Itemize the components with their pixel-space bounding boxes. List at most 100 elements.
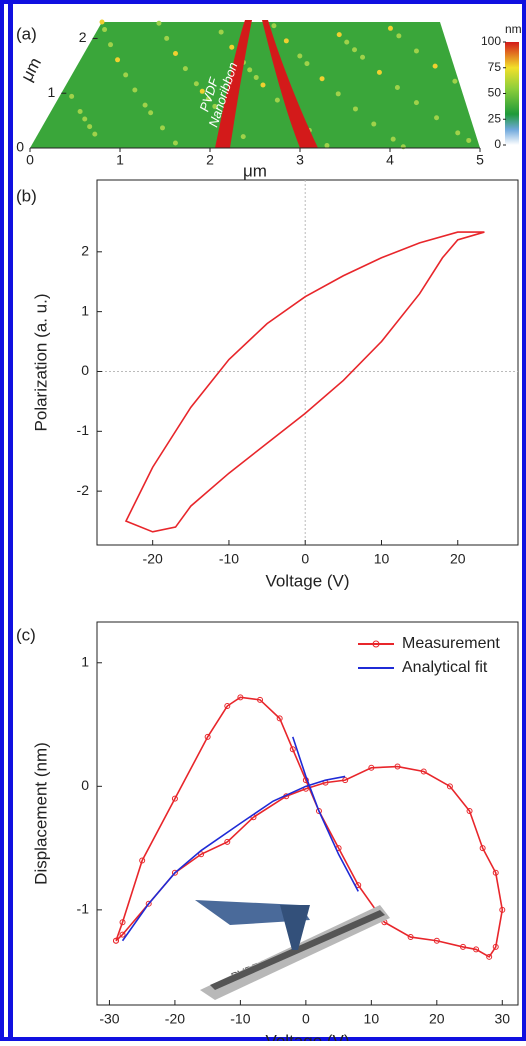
y-tick-label: 1 bbox=[48, 84, 56, 100]
x-tick-label: 0 bbox=[26, 152, 34, 168]
grain bbox=[434, 115, 440, 121]
marker bbox=[466, 808, 473, 815]
y-axis-label: Displacement (nm) bbox=[31, 742, 50, 885]
surface bbox=[30, 22, 480, 148]
grain bbox=[319, 76, 325, 82]
x-tick-label: 0 bbox=[302, 1011, 310, 1027]
grain bbox=[142, 102, 148, 108]
grain bbox=[324, 142, 330, 148]
marker bbox=[119, 931, 126, 938]
panel-label: (c) bbox=[16, 625, 36, 644]
y-tick-label: -2 bbox=[77, 482, 90, 498]
panel-label: (b) bbox=[16, 186, 37, 205]
marker bbox=[479, 845, 486, 852]
x-tick-label: 3 bbox=[296, 152, 304, 168]
grain bbox=[271, 23, 277, 29]
grain bbox=[77, 108, 83, 114]
y-tick-label: 0 bbox=[16, 139, 24, 155]
grain bbox=[82, 116, 88, 122]
grain bbox=[371, 121, 377, 127]
marker bbox=[171, 869, 178, 876]
plot-frame bbox=[96, 621, 519, 1006]
marker bbox=[289, 746, 296, 753]
x-tick-label: 10 bbox=[374, 551, 390, 567]
y-tick-label: 1 bbox=[81, 302, 89, 318]
x-tick-label: -10 bbox=[230, 1011, 250, 1027]
marker bbox=[119, 919, 126, 926]
marker bbox=[499, 906, 506, 913]
grain bbox=[173, 51, 178, 56]
grain bbox=[344, 39, 350, 45]
grain bbox=[304, 61, 310, 67]
marker bbox=[198, 851, 205, 858]
series-line bbox=[115, 696, 504, 958]
grain bbox=[193, 81, 199, 87]
colorbar-tick-label: 75 bbox=[488, 60, 502, 74]
marker bbox=[224, 703, 231, 710]
grain bbox=[455, 130, 461, 136]
colorbar-tick-label: 0 bbox=[494, 137, 501, 151]
x-tick-label: 0 bbox=[301, 551, 309, 567]
grain bbox=[466, 137, 472, 143]
colorbar-tick-label: 100 bbox=[481, 34, 501, 48]
grain bbox=[132, 87, 138, 93]
grain bbox=[156, 20, 162, 26]
x-tick-label: 4 bbox=[386, 152, 394, 168]
marker bbox=[204, 733, 211, 740]
y-tick-label: 0 bbox=[81, 777, 89, 793]
grain bbox=[283, 38, 289, 44]
grain bbox=[218, 29, 224, 35]
grain bbox=[387, 25, 393, 31]
x-tick-label: 2 bbox=[206, 152, 214, 168]
colorbar bbox=[505, 42, 519, 145]
grain bbox=[69, 93, 75, 99]
y-axis-label: μm bbox=[17, 54, 45, 84]
grain bbox=[376, 69, 382, 75]
marker bbox=[145, 900, 152, 907]
grain bbox=[413, 100, 419, 106]
x-tick-label: 5 bbox=[476, 152, 484, 168]
marker bbox=[315, 808, 322, 815]
legend-label: Analytical fit bbox=[402, 659, 488, 676]
grain bbox=[352, 47, 358, 53]
grain bbox=[182, 66, 188, 72]
grain bbox=[160, 125, 166, 131]
grain bbox=[92, 131, 98, 137]
marker bbox=[112, 937, 119, 944]
grain bbox=[240, 134, 246, 140]
y-tick-label: 1 bbox=[81, 653, 89, 669]
marker bbox=[257, 696, 264, 703]
grain bbox=[102, 27, 108, 33]
x-tick-label: -20 bbox=[165, 1011, 185, 1027]
y-tick-label: 2 bbox=[79, 29, 87, 45]
series-line bbox=[121, 736, 359, 942]
legend-label: Measurement bbox=[402, 635, 500, 652]
grain bbox=[108, 42, 114, 48]
colorbar-tick-label: 50 bbox=[488, 86, 502, 100]
grain bbox=[253, 74, 259, 80]
marker bbox=[433, 937, 440, 944]
x-axis-label: Voltage (V) bbox=[265, 1031, 349, 1041]
grain bbox=[172, 140, 178, 146]
grain bbox=[87, 124, 93, 130]
side-bar bbox=[8, 2, 13, 1039]
marker bbox=[224, 838, 231, 845]
grain bbox=[229, 44, 235, 50]
grain bbox=[199, 88, 205, 94]
x-tick-label: 1 bbox=[116, 152, 124, 168]
grain bbox=[212, 103, 218, 109]
colorbar-tick-label: 25 bbox=[488, 111, 502, 125]
grain bbox=[394, 85, 400, 91]
marker bbox=[139, 857, 146, 864]
grain bbox=[148, 110, 154, 116]
marker bbox=[492, 869, 499, 876]
inset-label: AFM Tip bbox=[300, 909, 341, 921]
marker bbox=[460, 943, 467, 950]
grain bbox=[260, 82, 266, 88]
y-axis-label: Polarization (a. u.) bbox=[31, 294, 50, 432]
grain bbox=[336, 32, 342, 38]
marker bbox=[394, 763, 401, 770]
x-tick-label: -10 bbox=[219, 551, 239, 567]
marker bbox=[486, 953, 493, 960]
y-tick-label: 0 bbox=[81, 362, 89, 378]
